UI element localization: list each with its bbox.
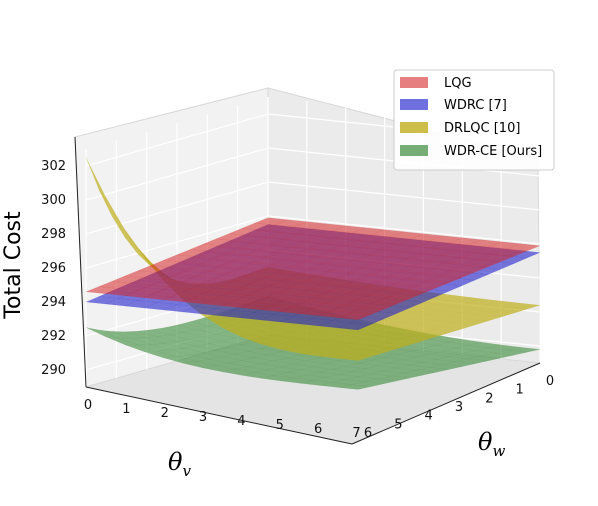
- x-tick-label: 6: [314, 422, 322, 437]
- y-tick-label: 5: [394, 417, 402, 432]
- x-tick-label: 4: [237, 414, 245, 429]
- x-tick-label: 2: [161, 406, 169, 421]
- x-tick-label: 0: [84, 398, 92, 413]
- y-axis-line: [351, 362, 541, 445]
- x-axis-label: θv: [168, 448, 191, 480]
- legend-label-wdrc: WDRC [7]: [444, 98, 507, 113]
- z-tick-label: 298: [41, 227, 66, 242]
- z-tick-label: 296: [41, 261, 66, 276]
- legend-label-lqg: LQG: [444, 76, 472, 91]
- y-tick-label: 4: [425, 409, 433, 424]
- z-tick-label: 292: [41, 329, 66, 344]
- x-axis-line: [85, 386, 353, 445]
- surface-patch: [338, 312, 372, 320]
- z-tick-label: 294: [41, 295, 66, 310]
- legend-swatch-wdrc: [400, 99, 428, 110]
- legend-swatch-drlqc: [400, 122, 428, 133]
- legend-box: [393, 69, 555, 171]
- x-tick-label: 5: [276, 418, 284, 433]
- legend-label-wdrce: WDR-CE [Ours]: [444, 144, 542, 159]
- z-tick-label: 300: [41, 193, 66, 208]
- surfaces: [85, 157, 541, 390]
- z-axis-line: [74, 136, 87, 388]
- z-tick-label: 290: [41, 363, 66, 378]
- y-tick-label: 3: [455, 400, 463, 415]
- y-tick-label: 0: [546, 374, 554, 389]
- x-tick-label: 3: [199, 410, 207, 425]
- x-tick-label: 1: [122, 402, 130, 417]
- z-axis-label: Total Cost: [1, 211, 26, 320]
- surface-0: [85, 217, 541, 320]
- legend: LQG WDRC [7] DRLQC [10] WDR-CE [Ours]: [393, 69, 555, 171]
- surface-patch: [338, 384, 372, 390]
- y-axis-label: θw: [478, 428, 505, 460]
- surface-patch: [338, 322, 372, 331]
- z-tick-label: 302: [41, 159, 66, 174]
- y-tick-label: 6: [364, 426, 372, 441]
- surface-patch: [338, 354, 372, 361]
- legend-swatch-wdrce: [400, 145, 428, 156]
- x-tick-label: 7: [352, 426, 360, 441]
- y-tick-label: 1: [516, 383, 524, 398]
- legend-swatch-lqg: [400, 77, 428, 88]
- legend-label-drlqc: DRLQC [10]: [444, 121, 520, 136]
- y-tick-label: 2: [485, 391, 493, 406]
